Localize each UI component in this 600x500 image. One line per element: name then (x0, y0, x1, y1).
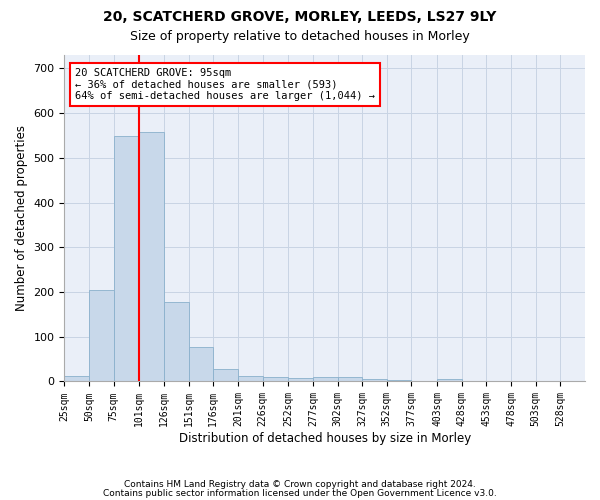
Bar (114, 136, 139, 382)
Text: Size of property relative to detached houses in Morley: Size of property relative to detached ho… (130, 30, 470, 43)
Bar (188, 347, 213, 382)
Text: Contains public sector information licensed under the Open Government Licence v3: Contains public sector information licen… (103, 488, 497, 498)
Bar (89, 290, 114, 382)
Text: 20 SCATCHERD GROVE: 95sqm
← 36% of detached houses are smaller (593)
64% of semi: 20 SCATCHERD GROVE: 95sqm ← 36% of detac… (75, 68, 375, 102)
Bar (213, 369, 238, 382)
Bar (338, 376, 362, 382)
Bar (139, 132, 164, 382)
Bar (288, 378, 313, 382)
Bar (437, 379, 462, 382)
Bar (64, 376, 89, 382)
Bar (387, 380, 412, 382)
Bar (313, 376, 338, 382)
Y-axis label: Number of detached properties: Number of detached properties (15, 125, 28, 311)
X-axis label: Distribution of detached houses by size in Morley: Distribution of detached houses by size … (179, 432, 471, 445)
Bar (263, 376, 288, 382)
Text: Contains HM Land Registry data © Crown copyright and database right 2024.: Contains HM Land Registry data © Crown c… (124, 480, 476, 489)
Bar (164, 302, 188, 382)
Bar (362, 379, 387, 382)
Bar (238, 376, 263, 382)
Text: 20, SCATCHERD GROVE, MORLEY, LEEDS, LS27 9LY: 20, SCATCHERD GROVE, MORLEY, LEEDS, LS27… (103, 10, 497, 24)
